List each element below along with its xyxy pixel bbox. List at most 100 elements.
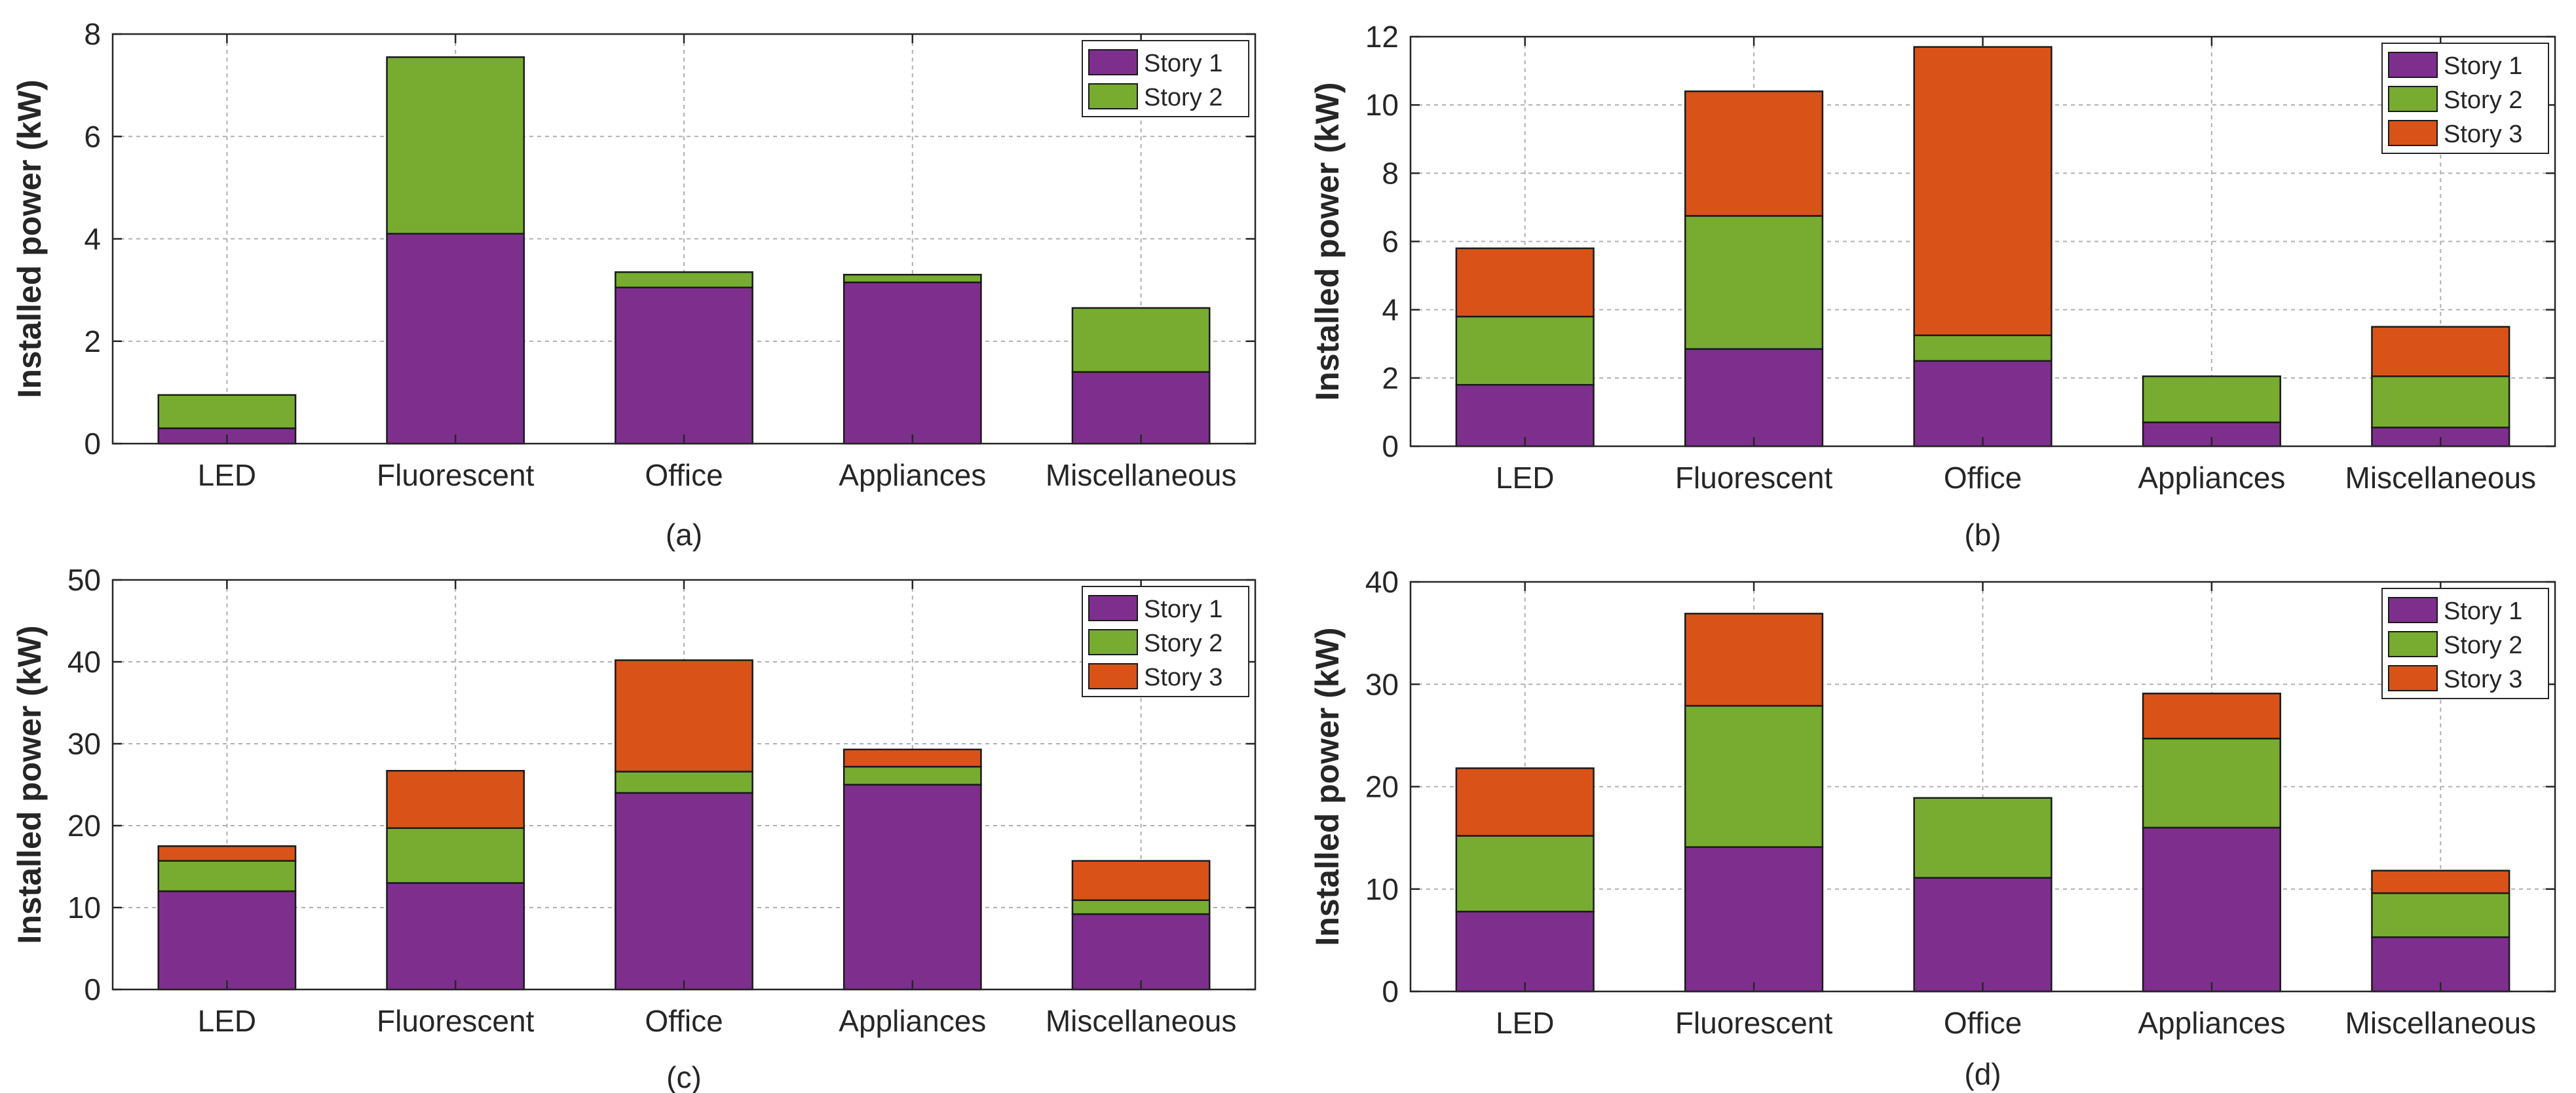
legend-label: Story 2 [2444, 632, 2522, 659]
bar-fluorescent-story-2 [1684, 704, 1824, 848]
x-tick-label: Fluorescent [377, 1004, 535, 1038]
y-tick-label: 4 [84, 222, 101, 256]
legend-swatch-story-3 [2388, 120, 2438, 146]
x-tick-label: Fluorescent [377, 458, 535, 492]
legend-label: Story 3 [2444, 121, 2522, 148]
legend-label: Story 1 [2444, 598, 2522, 625]
panel-caption: (b) [1964, 518, 2001, 552]
x-tick-label: Office [645, 1004, 723, 1038]
bar-led-story-3 [157, 845, 297, 862]
bar-appliances-story-2 [843, 765, 982, 786]
legend-swatch-story-2 [1088, 629, 1138, 655]
legend-swatch-story-3 [2388, 665, 2438, 691]
bar-led-story-1 [1455, 910, 1595, 993]
bar-office-story-1 [615, 286, 753, 445]
y-tick-label: 10 [67, 891, 101, 925]
x-tick-label: Appliances [839, 1004, 986, 1038]
x-tick-label: LED [198, 458, 256, 492]
x-tick-label: Fluorescent [1675, 1006, 1833, 1040]
legend-swatch-story-1 [1088, 595, 1138, 621]
bar-fluorescent-story-1 [1684, 846, 1824, 993]
bar-miscellaneous-story-1 [1071, 913, 1211, 991]
x-tick-label: Miscellaneous [2345, 461, 2536, 495]
legend: Story 1 Story 2 Story 3 [1082, 586, 1249, 697]
legend-label: Story 2 [1144, 84, 1222, 111]
bar-fluorescent-story-1 [386, 882, 525, 991]
x-tick-label: Fluorescent [1675, 461, 1833, 495]
x-tick-label: Appliances [2138, 461, 2285, 495]
bar-led-story-3 [1455, 767, 1595, 837]
bar-led-story-2 [1455, 835, 1595, 913]
x-tick-label: Office [1944, 461, 2022, 495]
x-tick-label: LED [198, 1004, 256, 1038]
y-tick-label: 50 [67, 563, 101, 597]
bar-led-story-3 [1455, 247, 1595, 318]
panel-caption: (c) [666, 1060, 702, 1093]
y-tick-label: 20 [67, 809, 101, 843]
legend-label: Story 1 [1144, 50, 1222, 77]
bar-miscellaneous-story-2 [2371, 892, 2510, 938]
x-tick-label: Office [645, 458, 723, 492]
x-tick-label: Miscellaneous [1046, 1004, 1236, 1038]
y-axis-label: Installed power (kW) [11, 79, 48, 398]
chart-panel-1: 0 2 4 6 8 LED Fluorescent Office Appliances Misce… [11, 17, 1257, 552]
x-tick-label: Miscellaneous [2345, 1006, 2536, 1040]
y-tick-label: 40 [1365, 565, 1399, 599]
bar-office-story-2 [1913, 334, 2053, 362]
legend-swatch-story-2 [2388, 631, 2438, 657]
bar-office-story-2 [615, 271, 753, 288]
bar-fluorescent-story-2 [386, 56, 525, 235]
y-tick-label: 20 [1365, 770, 1399, 804]
bar-appliances-story-1 [843, 281, 982, 445]
bar-led-story-1 [1455, 384, 1595, 448]
bar-office-story-1 [615, 792, 753, 991]
legend-label: Story 1 [1144, 596, 1222, 623]
legend-swatch-story-1 [2388, 597, 2438, 623]
bar-fluorescent-story-3 [386, 770, 525, 829]
bar-fluorescent-story-1 [386, 233, 525, 445]
legend-label: Story 3 [2444, 666, 2522, 693]
y-tick-label: 0 [1382, 429, 1399, 463]
bar-fluorescent-story-1 [1684, 348, 1824, 448]
x-tick-label: Miscellaneous [1046, 458, 1236, 492]
panel-caption: (d) [1964, 1057, 2001, 1091]
bar-fluorescent-story-3 [1684, 613, 1824, 707]
bar-appliances-story-2 [843, 273, 982, 284]
bar-miscellaneous-story-2 [2371, 375, 2510, 429]
y-tick-label: 8 [84, 17, 101, 51]
bar-miscellaneous-story-1 [1071, 371, 1211, 445]
y-tick-label: 40 [67, 645, 101, 679]
y-tick-label: 12 [1365, 20, 1399, 54]
legend: Story 1 Story 2 Story 3 [2381, 588, 2549, 699]
bar-office-story-3 [615, 659, 753, 773]
y-tick-label: 10 [1365, 872, 1399, 906]
bar-fluorescent-story-2 [386, 827, 525, 884]
y-tick-label: 8 [1382, 156, 1399, 190]
y-tick-label: 0 [84, 972, 101, 1007]
bar-office-story-2 [1913, 797, 2053, 879]
chart-panel-4: 0 10 20 30 40 LED Fluorescent Office Appliances M… [1309, 565, 2556, 1091]
x-tick-label: Office [1944, 1006, 2022, 1040]
bar-miscellaneous-story-3 [2371, 870, 2510, 894]
x-tick-label: Appliances [839, 458, 986, 492]
bar-office-story-1 [1913, 877, 2053, 993]
legend-label: Story 2 [2444, 86, 2522, 114]
bar-office-story-2 [615, 771, 753, 794]
y-tick-label: 30 [67, 727, 101, 761]
legend-label: Story 3 [1144, 664, 1222, 691]
y-tick-label: 2 [1382, 361, 1399, 395]
y-tick-label: 10 [1365, 88, 1399, 122]
legend: Story 1 Story 2 Story 3 [2381, 43, 2549, 154]
bar-appliances-story-3 [843, 748, 982, 768]
bar-miscellaneous-story-2 [1071, 899, 1211, 915]
y-tick-label: 2 [84, 324, 101, 358]
legend-swatch-story-2 [2388, 86, 2438, 112]
chart-panel-2: 0 2 4 6 8 10 12 LED Fluorescent Office Appliances M… [1309, 20, 2556, 552]
y-axis-label: Installed power (kW) [11, 625, 48, 944]
y-tick-label: 4 [1382, 293, 1399, 327]
x-tick-label: Appliances [2138, 1006, 2285, 1040]
bar-appliances-story-1 [2142, 826, 2281, 993]
legend-swatch-story-1 [1088, 49, 1138, 75]
bar-appliances-story-3 [2142, 693, 2281, 740]
